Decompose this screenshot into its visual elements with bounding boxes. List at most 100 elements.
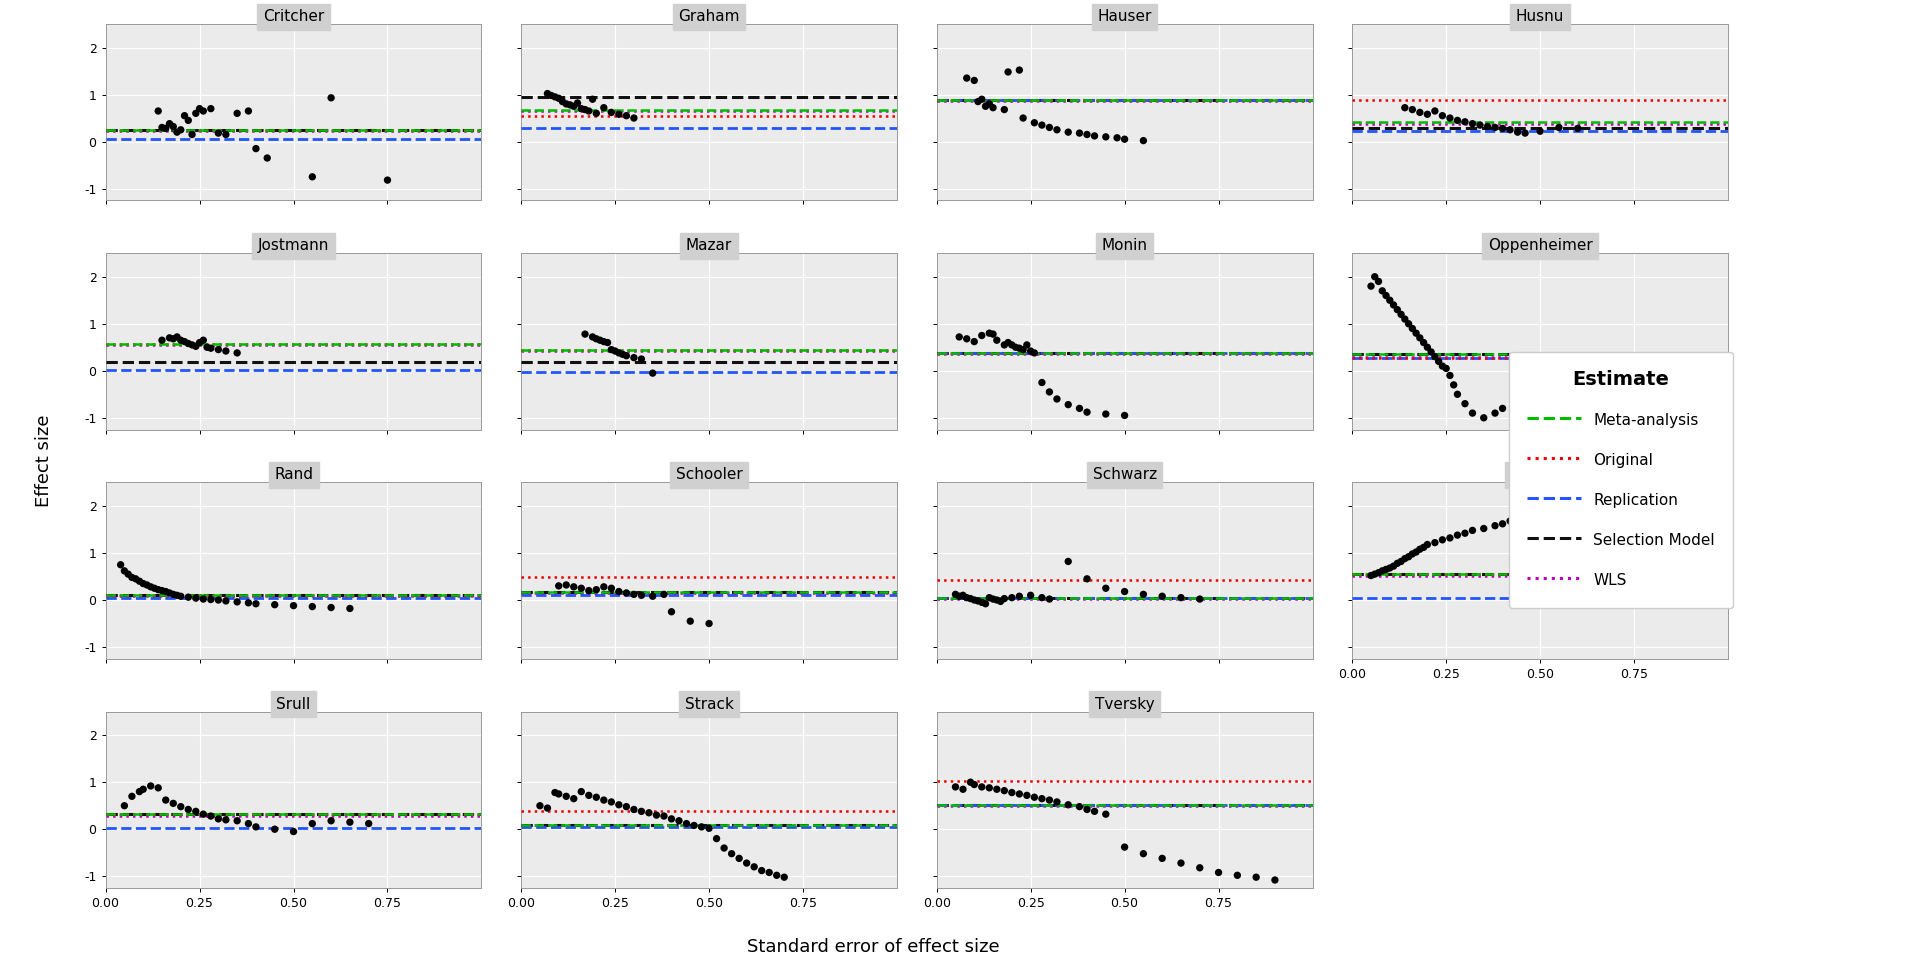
Point xyxy=(1411,537,1442,552)
Title: Critcher: Critcher xyxy=(263,9,324,24)
Point xyxy=(570,326,601,342)
Point xyxy=(1480,405,1511,420)
Point xyxy=(708,840,739,855)
Point xyxy=(1638,541,1668,557)
Point xyxy=(1260,873,1290,888)
Point xyxy=(157,119,188,134)
Point xyxy=(1004,786,1035,802)
Point xyxy=(157,796,188,811)
Point xyxy=(543,786,574,802)
Point xyxy=(981,332,1012,348)
Point xyxy=(165,799,196,814)
Point xyxy=(180,339,211,354)
Point xyxy=(1221,868,1252,883)
Point xyxy=(211,812,242,828)
Point xyxy=(177,337,207,352)
Point xyxy=(641,807,672,823)
Point xyxy=(117,788,148,804)
Point xyxy=(588,334,618,349)
Point xyxy=(1524,124,1555,139)
Point xyxy=(566,784,597,800)
Point xyxy=(109,798,140,813)
Point xyxy=(993,64,1023,80)
Point xyxy=(298,599,328,614)
Point xyxy=(184,335,215,350)
Point xyxy=(278,598,309,613)
Point xyxy=(941,780,972,795)
Point xyxy=(177,127,207,142)
Point xyxy=(570,102,601,117)
Point xyxy=(1367,283,1398,299)
Point xyxy=(1359,566,1390,582)
Point xyxy=(1457,405,1488,420)
Point xyxy=(948,781,979,797)
Point xyxy=(973,590,1004,606)
Point xyxy=(1379,298,1409,313)
Point xyxy=(259,822,290,837)
Point xyxy=(1480,518,1511,534)
Point xyxy=(1402,325,1432,341)
Point xyxy=(1379,559,1409,574)
Point xyxy=(165,332,196,348)
Title: Tversky: Tversky xyxy=(1094,697,1154,711)
Point xyxy=(211,593,242,609)
Point xyxy=(109,564,140,579)
Point xyxy=(1110,839,1140,854)
Point xyxy=(977,591,1008,607)
Point xyxy=(150,584,180,599)
Point xyxy=(1071,127,1102,142)
Point xyxy=(566,101,597,116)
Point xyxy=(1402,544,1432,560)
Point xyxy=(1110,584,1140,599)
Point xyxy=(1544,120,1574,135)
Point xyxy=(595,342,626,357)
Point xyxy=(732,855,762,871)
Point xyxy=(954,591,985,607)
Point xyxy=(1091,806,1121,822)
Point xyxy=(676,613,707,629)
Point xyxy=(989,337,1020,352)
Point xyxy=(1427,108,1457,124)
Point xyxy=(618,350,649,366)
Point xyxy=(315,600,346,615)
Point xyxy=(125,784,156,800)
Point xyxy=(543,90,574,106)
Point xyxy=(551,577,582,592)
Point xyxy=(1035,384,1066,399)
Point xyxy=(188,332,219,348)
Point xyxy=(1407,335,1438,350)
Point xyxy=(1450,525,1480,540)
Point xyxy=(1386,306,1417,322)
Point xyxy=(117,569,148,585)
Point xyxy=(954,775,985,790)
Point xyxy=(1091,406,1121,421)
Point xyxy=(1599,551,1630,566)
Point xyxy=(566,581,597,596)
Point xyxy=(941,587,972,602)
Point xyxy=(252,151,282,166)
Point xyxy=(240,141,271,156)
Point xyxy=(157,587,188,602)
Point xyxy=(551,96,582,111)
Point xyxy=(1427,532,1457,547)
Point xyxy=(657,604,687,619)
Point xyxy=(106,557,136,572)
Point xyxy=(603,107,634,122)
Point xyxy=(298,816,328,831)
Point xyxy=(981,592,1012,608)
Point xyxy=(1563,561,1594,576)
Point xyxy=(1442,387,1473,402)
Point xyxy=(1367,564,1398,579)
Point xyxy=(977,326,1008,342)
Point xyxy=(1469,521,1500,537)
Point xyxy=(1041,392,1071,407)
Point xyxy=(1563,121,1594,136)
Point xyxy=(173,336,204,351)
Point xyxy=(693,615,724,631)
Point xyxy=(1411,107,1442,122)
Point xyxy=(146,583,177,598)
Point xyxy=(1450,114,1480,130)
Point xyxy=(1524,507,1555,522)
Point xyxy=(1375,293,1405,308)
Point xyxy=(1363,274,1394,289)
